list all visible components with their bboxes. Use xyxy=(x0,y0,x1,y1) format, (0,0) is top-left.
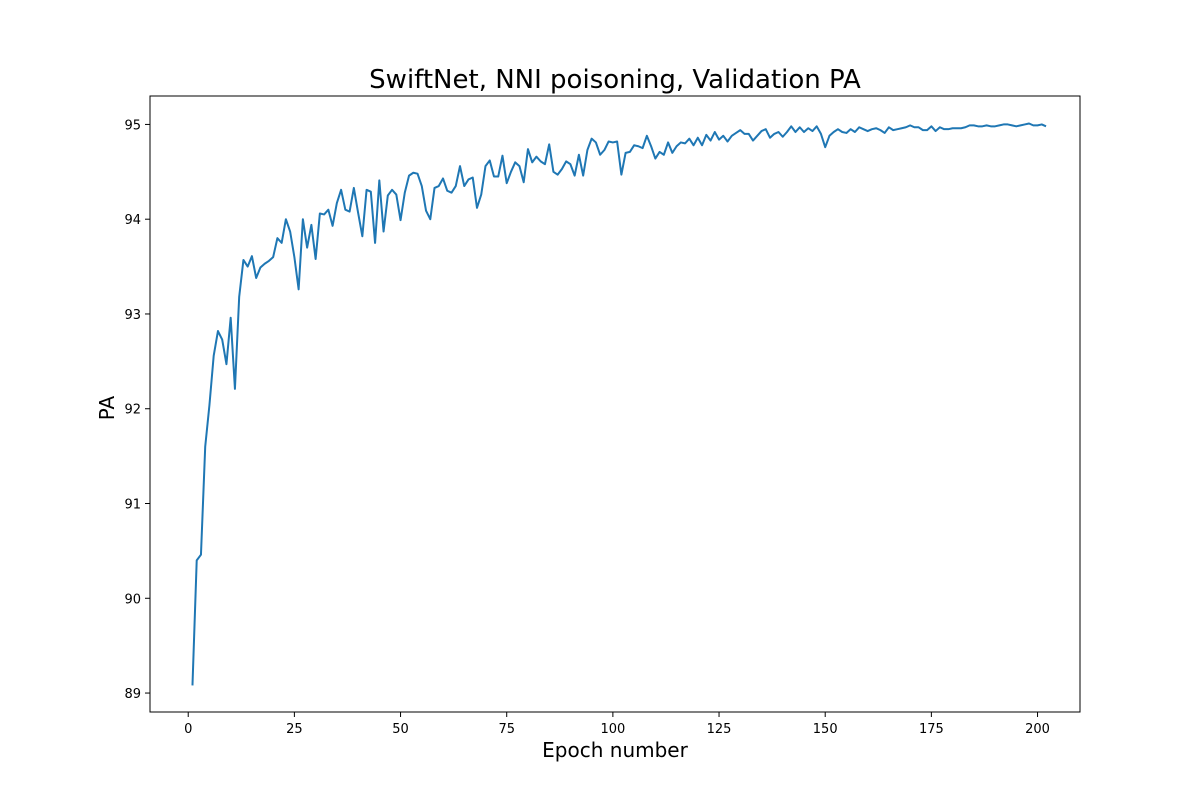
y-tick-label: 92 xyxy=(124,403,141,418)
plot-frame xyxy=(149,95,1081,713)
y-tick-label: 95 xyxy=(124,118,141,133)
x-tick-label: 0 xyxy=(184,722,192,737)
x-tick-label: 50 xyxy=(392,722,409,737)
y-tick-label: 94 xyxy=(124,213,141,228)
x-axis: 0 25 50 75 100 125 150 175 200 xyxy=(184,712,1050,737)
y-tick-label: 90 xyxy=(124,592,141,607)
y-tick-label: 89 xyxy=(124,687,141,702)
x-tick-label: 175 xyxy=(919,722,944,737)
series-line xyxy=(191,122,1047,686)
x-tick-label: 100 xyxy=(600,722,625,737)
y-tick-label: 91 xyxy=(124,498,141,513)
x-tick-label: 25 xyxy=(286,722,303,737)
x-axis-label: Epoch number xyxy=(542,738,688,762)
chart-title: SwiftNet, NNI poisoning, Validation PA xyxy=(369,65,861,95)
x-tick-label: 75 xyxy=(498,722,515,737)
y-axis: 89 90 91 92 93 94 95 xyxy=(124,118,150,702)
x-tick-label: 200 xyxy=(1025,722,1050,737)
y-axis-label: PA xyxy=(95,395,119,420)
y-tick-label: 93 xyxy=(124,308,141,323)
x-tick-label: 150 xyxy=(813,722,838,737)
x-tick-label: 125 xyxy=(707,722,732,737)
